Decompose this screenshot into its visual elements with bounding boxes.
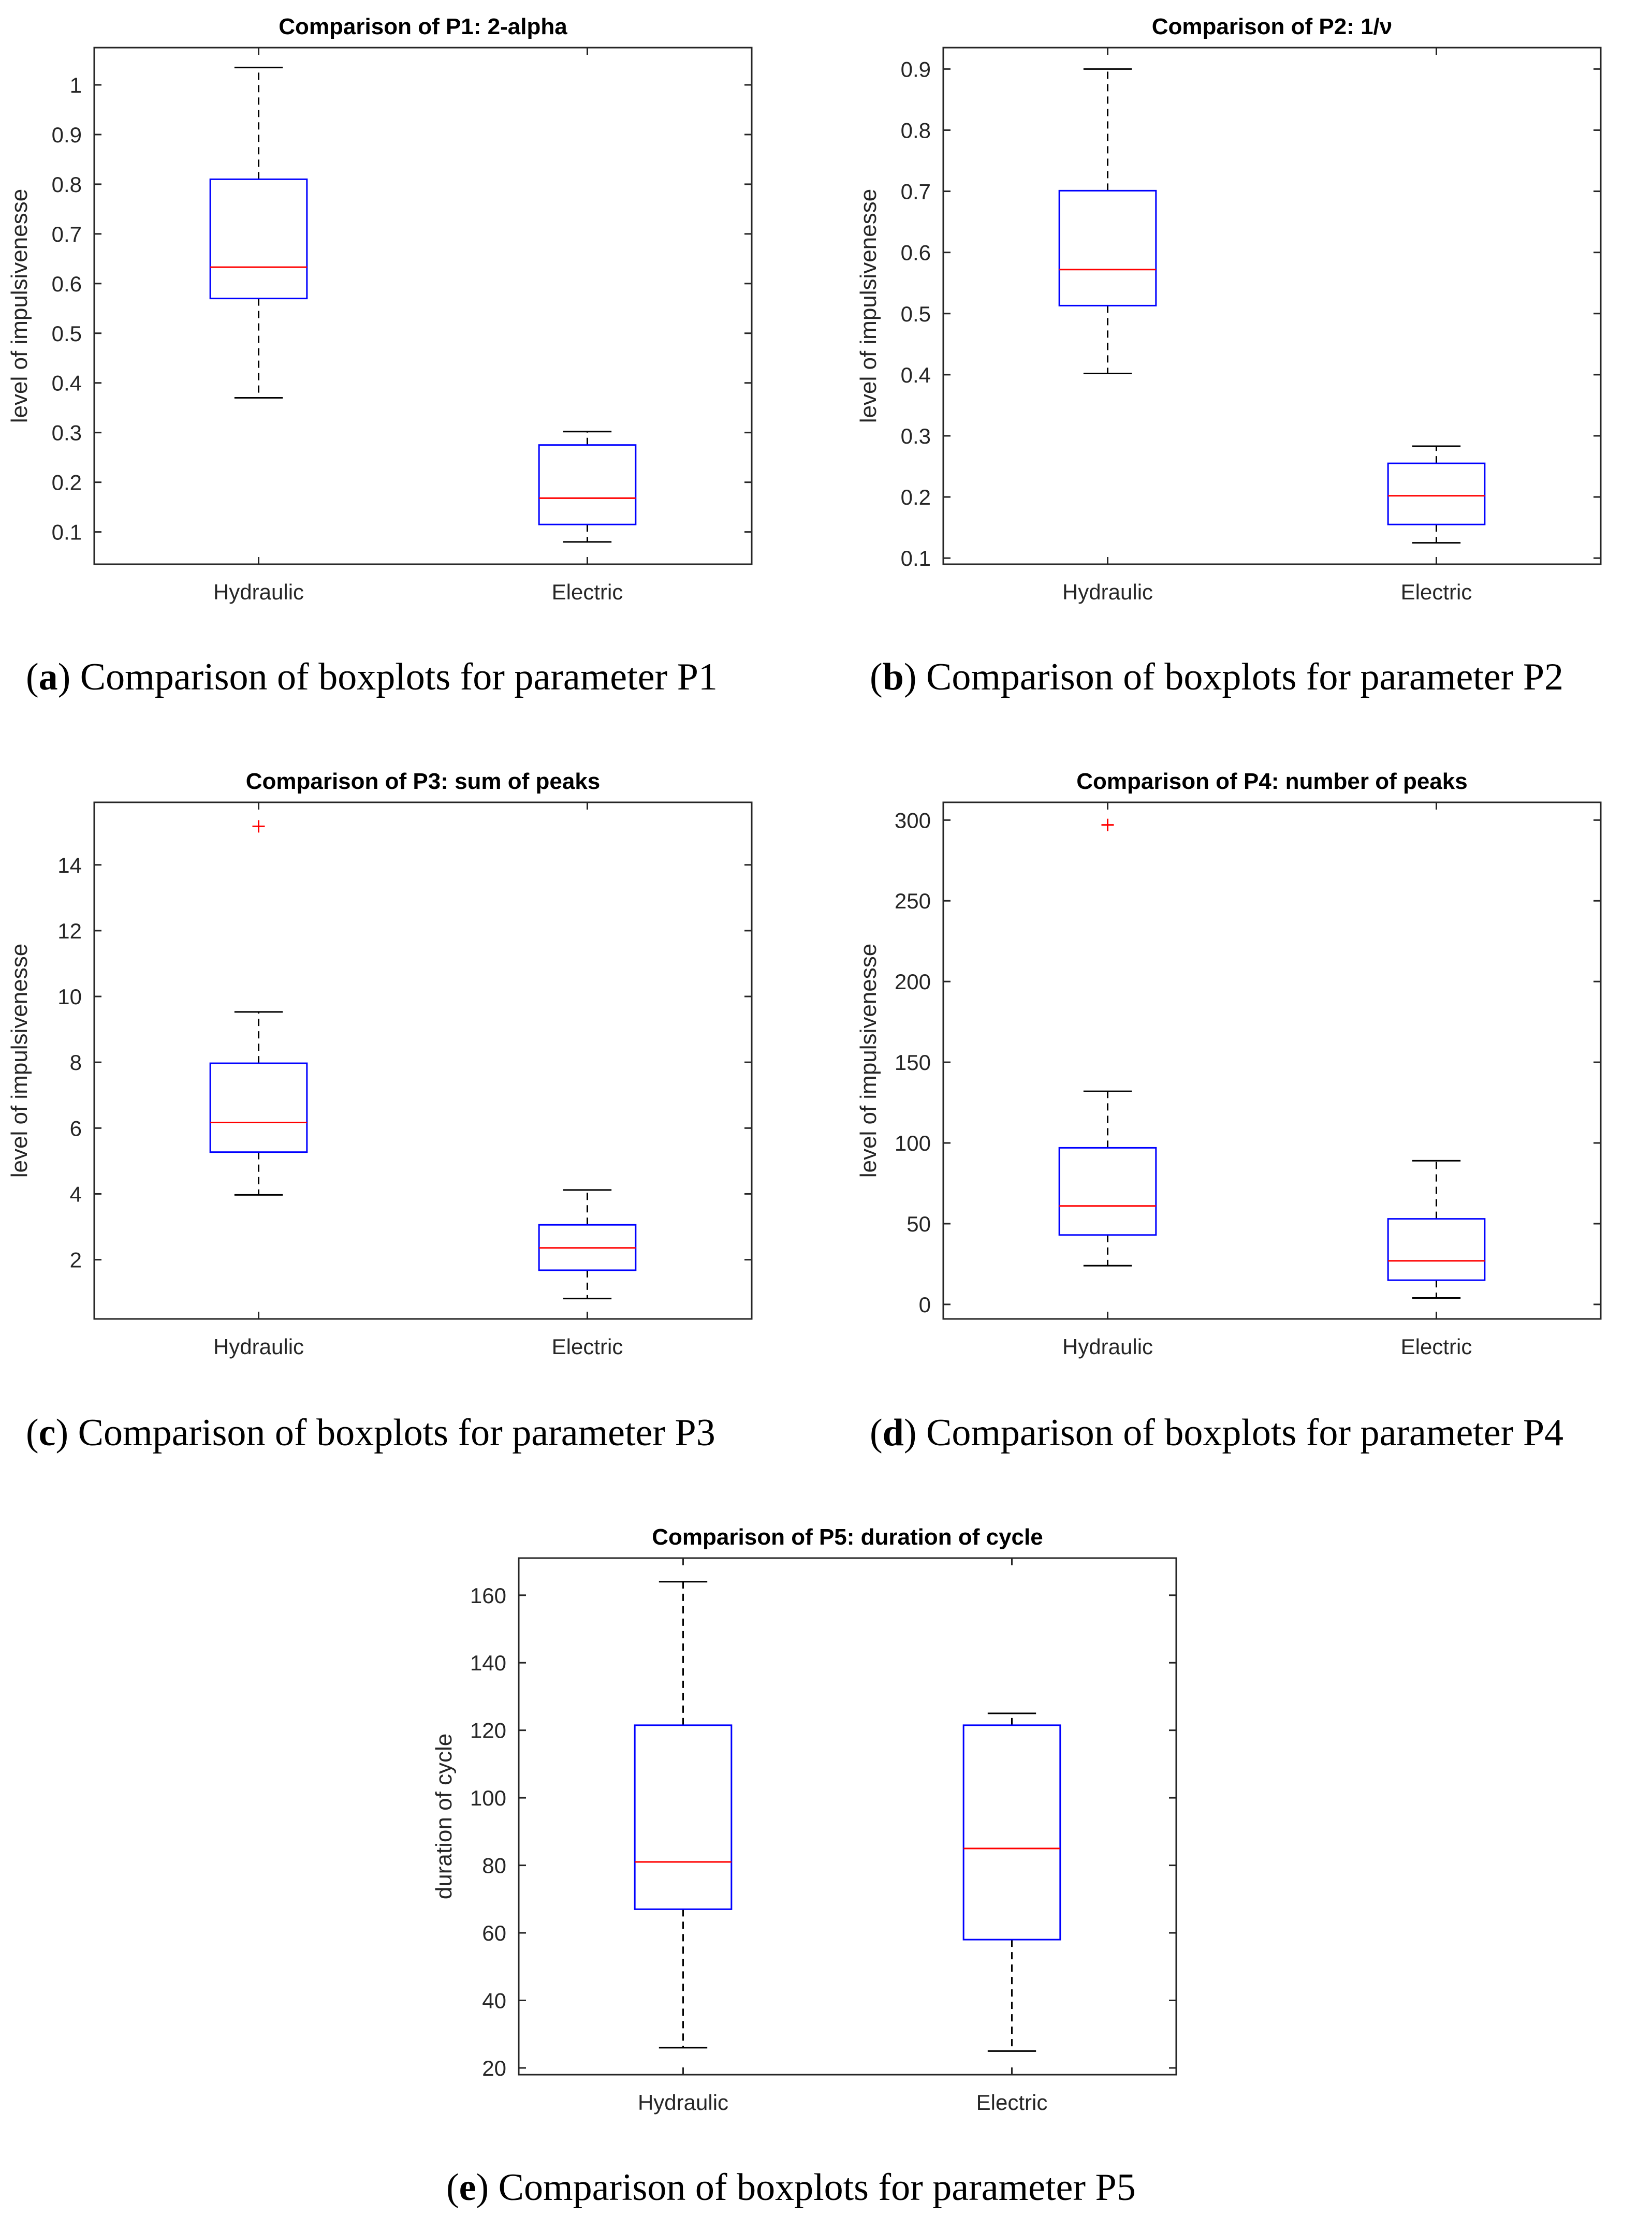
y-tick-label: 8 — [70, 1050, 82, 1075]
y-tick-label: 0.6 — [901, 241, 931, 265]
y-tick-label: 140 — [470, 1651, 506, 1675]
x-tick-label: Hydraulic — [638, 2090, 728, 2115]
y-tick-label: 0.7 — [52, 222, 82, 246]
chart-panel-a: Comparison of P1: 2-alpha 0.1 0.2 0.3 0.4 0.5… — [7, 14, 753, 698]
chart-title: Comparison of P3: sum of peaks — [246, 769, 601, 794]
chart-title: Comparison of P1: 2-alpha — [279, 14, 567, 39]
y-tick-label: 0.4 — [901, 363, 931, 387]
iqr-box — [209, 178, 308, 300]
y-tick-label: 0.1 — [901, 546, 931, 570]
x-tick-label: Hydraulic — [1062, 1334, 1153, 1359]
y-tick-label: 2 — [70, 1248, 82, 1272]
y-tick-label: 100 — [470, 1786, 506, 1810]
y-tick-label: 1 — [70, 73, 82, 97]
chart-panel-c: Comparison of P3: sum of peaks 2 4 6 8 10 12 14… — [7, 769, 753, 1454]
y-tick-label: 0.2 — [52, 471, 82, 495]
y-tick-label: 60 — [482, 1921, 506, 1945]
chart-panel-b: Comparison of P2: 1/ν 0.1 0.2 0.3 0.4 0.5 0.6 0… — [856, 14, 1602, 698]
iqr-box — [1387, 1218, 1486, 1281]
chart-title: Comparison of P2: 1/ν — [1152, 14, 1393, 39]
figure-caption: (a) Comparison of boxplots for parameter… — [26, 656, 718, 698]
y-tick-label: 0.9 — [901, 57, 931, 81]
y-tick-label: 0.8 — [901, 118, 931, 142]
axes-frame — [93, 801, 753, 1320]
y-tick-label: 200 — [895, 970, 931, 994]
boxplot-hydraulic — [209, 820, 308, 1196]
figure-caption: (e) Comparison of boxplots for parameter… — [446, 2166, 1136, 2209]
axes-frame — [518, 1557, 1177, 2076]
outlier-marker — [252, 820, 265, 833]
y-tick-label: 160 — [470, 1583, 506, 1608]
y-tick-label: 0.7 — [901, 180, 931, 204]
x-tick-label: Hydraulic — [213, 580, 304, 604]
y-axis-label: level of impulsivenesse — [7, 189, 32, 423]
iqr-box — [1058, 189, 1157, 306]
y-axis-label: level of impulsivenesse — [856, 189, 881, 423]
x-tick-label: Hydraulic — [213, 1334, 304, 1359]
boxplot-hydraulic — [1058, 68, 1157, 375]
y-tick-label: 300 — [895, 808, 931, 832]
x-tick-label: Electric — [552, 1334, 623, 1359]
y-tick-label: 40 — [482, 1988, 506, 2013]
y-tick-label: 0.2 — [901, 485, 931, 509]
y-tick-label: 100 — [895, 1131, 931, 1155]
outlier-marker — [1101, 818, 1114, 831]
y-tick-label: 14 — [57, 853, 82, 877]
boxplot-electric — [538, 1189, 637, 1300]
boxplot-hydraulic — [634, 1581, 733, 2049]
axes-frame — [93, 47, 753, 565]
chart-title: Comparison of P5: duration of cycle — [652, 1524, 1043, 1550]
y-axis-label: duration of cycle — [431, 1734, 457, 1899]
x-tick-label: Electric — [552, 580, 623, 604]
y-tick-label: 0.5 — [901, 302, 931, 326]
y-tick-label: 50 — [907, 1212, 931, 1236]
y-tick-label: 0.3 — [52, 421, 82, 445]
y-tick-label: 0 — [919, 1293, 931, 1317]
y-tick-label: 4 — [70, 1182, 82, 1206]
iqr-box — [209, 1062, 308, 1153]
boxplot-electric — [1387, 445, 1486, 544]
y-tick-label: 12 — [57, 919, 82, 943]
x-tick-label: Electric — [1401, 580, 1472, 604]
iqr-box — [962, 1724, 1061, 1941]
y-tick-label: 120 — [470, 1719, 506, 1743]
y-tick-label: 0.8 — [52, 172, 82, 197]
x-tick-label: Hydraulic — [1062, 580, 1153, 604]
y-axis-label: level of impulsivenesse — [856, 944, 881, 1178]
figure-caption: (d) Comparison of boxplots for parameter… — [870, 1412, 1563, 1454]
y-tick-label: 0.6 — [52, 272, 82, 296]
y-tick-label: 0.4 — [52, 371, 82, 395]
axes-frame — [942, 47, 1602, 565]
boxplot-hydraulic — [1058, 818, 1157, 1267]
x-tick-label: Electric — [1401, 1334, 1472, 1359]
boxplot-electric — [1387, 1159, 1486, 1299]
boxplot-hydraulic — [209, 66, 308, 399]
iqr-box — [634, 1724, 733, 1910]
boxplot-electric — [962, 1712, 1061, 2052]
y-tick-label: 150 — [895, 1050, 931, 1075]
y-tick-label: 20 — [482, 2056, 506, 2080]
chart-panel-d: Comparison of P4: number of peaks 0 50 100 1… — [856, 769, 1602, 1454]
iqr-box — [538, 444, 637, 525]
x-tick-label: Electric — [976, 2090, 1048, 2115]
chart-panel-e: Comparison of P5: duration of cycle 20 40 6… — [431, 1524, 1177, 2209]
figure-caption: (b) Comparison of boxplots for parameter… — [870, 656, 1563, 698]
y-tick-label: 0.9 — [52, 123, 82, 147]
chart-title: Comparison of P4: number of peaks — [1076, 769, 1467, 794]
y-tick-label: 0.1 — [52, 520, 82, 545]
y-axis-label: level of impulsivenesse — [7, 944, 32, 1178]
boxplot-electric — [538, 431, 637, 543]
axes-frame — [942, 801, 1602, 1320]
y-tick-label: 250 — [895, 889, 931, 913]
y-tick-label: 0.5 — [52, 321, 82, 346]
y-tick-label: 80 — [482, 1854, 506, 1878]
y-tick-label: 6 — [70, 1116, 82, 1140]
iqr-box — [1058, 1147, 1157, 1236]
iqr-box — [1387, 462, 1486, 525]
y-tick-label: 10 — [57, 985, 82, 1009]
y-tick-label: 0.3 — [901, 424, 931, 448]
figure-caption: (c) Comparison of boxplots for parameter… — [26, 1412, 715, 1454]
